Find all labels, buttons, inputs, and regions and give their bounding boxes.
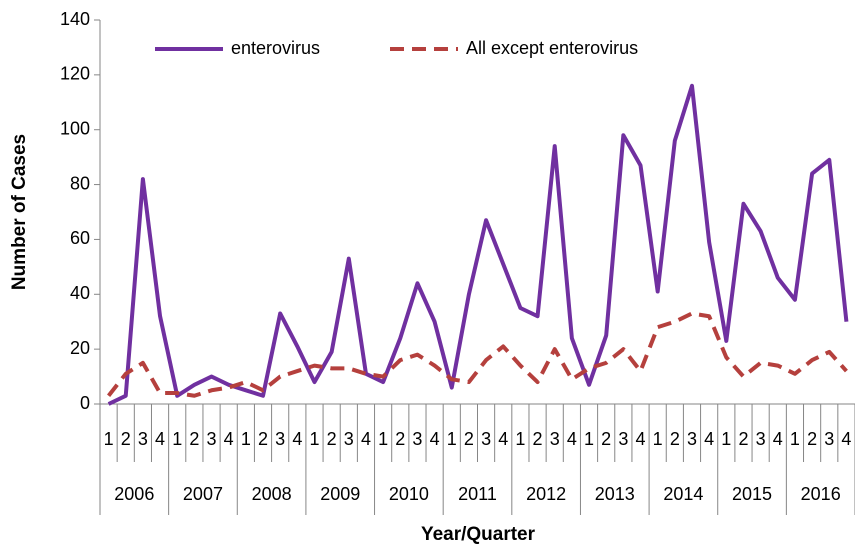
- x-tick-label: 1: [721, 429, 731, 449]
- x-tick-label: 4: [361, 429, 371, 449]
- x-group-label: 2009: [320, 484, 360, 504]
- x-tick-label: 1: [584, 429, 594, 449]
- series-line: [107, 83, 849, 406]
- x-tick-label: 2: [189, 429, 199, 449]
- x-group-label: 2010: [389, 484, 429, 504]
- x-tick-label: 1: [309, 429, 319, 449]
- x-tick-label: 3: [412, 429, 422, 449]
- x-tick-label: 4: [567, 429, 577, 449]
- x-tick-label: 3: [207, 429, 217, 449]
- x-tick-label: 1: [447, 429, 457, 449]
- x-tick-label: 2: [601, 429, 611, 449]
- x-tick-label: 4: [636, 429, 646, 449]
- x-group-label: 2008: [252, 484, 292, 504]
- x-tick-label: 2: [670, 429, 680, 449]
- x-tick-label: 3: [138, 429, 148, 449]
- x-tick-label: 4: [704, 429, 714, 449]
- y-tick-label: 120: [60, 64, 90, 84]
- x-tick-label: 4: [155, 429, 165, 449]
- x-tick-label: 1: [790, 429, 800, 449]
- x-axis-title: Year/Quarter: [421, 524, 536, 545]
- x-group-label: 2016: [801, 484, 841, 504]
- x-tick-label: 3: [687, 429, 697, 449]
- x-group-label: 2006: [114, 484, 154, 504]
- x-tick-label: 4: [430, 429, 440, 449]
- x-tick-label: 2: [464, 429, 474, 449]
- y-axis-title: Number of Cases: [9, 134, 30, 290]
- series-line: [107, 311, 848, 398]
- y-tick-label: 100: [60, 118, 90, 138]
- x-group-label: 2011: [458, 484, 497, 504]
- x-tick-label: 2: [327, 429, 337, 449]
- x-tick-label: 2: [738, 429, 748, 449]
- x-tick-label: 1: [241, 429, 251, 449]
- x-tick-label: 1: [172, 429, 182, 449]
- x-tick-label: 3: [481, 429, 491, 449]
- x-tick-label: 3: [824, 429, 834, 449]
- x-tick-label: 1: [653, 429, 663, 449]
- x-tick-label: 2: [807, 429, 817, 449]
- x-tick-label: 4: [773, 429, 783, 449]
- y-tick-label: 60: [70, 228, 90, 248]
- x-group-label: 2013: [595, 484, 635, 504]
- legend-label: enterovirus: [231, 38, 320, 58]
- x-group-label: 2007: [183, 484, 223, 504]
- x-tick-label: 3: [618, 429, 628, 449]
- x-tick-label: 3: [344, 429, 354, 449]
- x-tick-label: 4: [292, 429, 302, 449]
- x-group-label: 2012: [526, 484, 566, 504]
- x-tick-label: 1: [104, 429, 114, 449]
- y-tick-label: 40: [70, 283, 90, 303]
- y-tick-label: 80: [70, 173, 90, 193]
- x-tick-label: 1: [515, 429, 525, 449]
- x-tick-label: 4: [224, 429, 234, 449]
- x-tick-label: 3: [756, 429, 766, 449]
- y-tick-label: 140: [60, 9, 90, 29]
- x-tick-label: 3: [275, 429, 285, 449]
- x-tick-label: 3: [550, 429, 560, 449]
- x-group-label: 2015: [732, 484, 772, 504]
- x-tick-label: 4: [498, 429, 508, 449]
- x-tick-label: 2: [258, 429, 268, 449]
- x-group-label: 2014: [663, 484, 703, 504]
- y-tick-label: 0: [80, 393, 90, 413]
- x-tick-label: 2: [121, 429, 131, 449]
- legend-label: All except enterovirus: [466, 38, 638, 58]
- x-tick-label: 4: [841, 429, 851, 449]
- x-tick-label: 2: [395, 429, 405, 449]
- x-tick-label: 2: [533, 429, 543, 449]
- x-tick-label: 1: [378, 429, 388, 449]
- y-tick-label: 20: [70, 338, 90, 358]
